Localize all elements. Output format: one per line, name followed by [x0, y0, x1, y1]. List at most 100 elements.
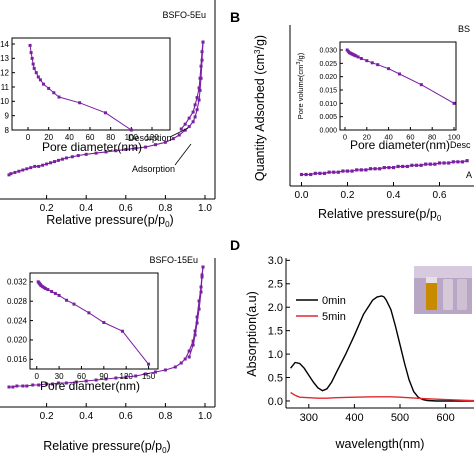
panel-a-adsorption-point-19 — [94, 151, 98, 155]
panel-b-isotherm-point-24 — [410, 163, 414, 167]
panel-b-isotherm-point-33 — [451, 160, 455, 164]
panel-a-desorption-point-7 — [191, 110, 195, 114]
panel-c-adsorption-point-18 — [144, 372, 148, 376]
panel-c-desorption-point-6 — [191, 343, 195, 347]
panel-c-desorption-point-3 — [197, 307, 201, 311]
panel-a-adsorption-point-32 — [193, 115, 197, 119]
panel-b-isotherm-point-0 — [299, 172, 304, 177]
panel-a-adsorption-point-17 — [76, 154, 80, 158]
panel-c-xtick-label-4: 1.0 — [198, 411, 212, 422]
panel-a-inset-series-point-8 — [42, 82, 45, 86]
panel-b-isotherm-point-11 — [350, 169, 354, 173]
panel-b-inset-series-point-16 — [419, 83, 423, 87]
panel-b-isotherm-point-7 — [332, 170, 336, 174]
panel-a-inset-series-point-7 — [38, 78, 42, 82]
panel-d-y-label: Absorption(a.u) — [245, 291, 259, 376]
panel-c-adsorption-point-23 — [183, 357, 187, 361]
panel-c-adsorption-point-25 — [191, 339, 195, 343]
panel-a-adsorption-point-8 — [37, 164, 41, 168]
panel-a-adsorption-point-5 — [25, 167, 29, 171]
panel-d-xtick-label-3: 600 — [436, 412, 454, 424]
vial-orange-cap — [426, 277, 437, 283]
panel-b-isotherm-point-3 — [313, 171, 317, 175]
panel-b-isotherm-point-4 — [318, 171, 322, 175]
panel-a-inset-xtick-label-2: 40 — [65, 133, 74, 142]
panel-c-inset-series-point-17 — [147, 362, 151, 366]
panel-c-adsorption-point-22 — [179, 361, 183, 365]
panel-c-inset-ytick-label-3: 0.028 — [7, 297, 28, 306]
panel-b-isotherm-point-17 — [378, 167, 382, 171]
panel-a-adsorption-point-6 — [29, 166, 33, 170]
panel-c-xtick-label-0: 0.2 — [40, 411, 54, 422]
panel-b-inset-xtick-label-2: 40 — [384, 133, 392, 142]
panel-c-adsorption-point-9 — [56, 381, 60, 385]
panel-a-adsorption-point-11 — [49, 161, 53, 165]
panel-a-inset-ytick-label-4: 12 — [0, 68, 9, 77]
vial-clear-2 — [457, 279, 467, 310]
panel-a-desorption-point-4 — [197, 86, 201, 90]
panel-a-inset-xtick-label-0: 0 — [26, 133, 31, 142]
panel-c-inset-series-point-16 — [120, 329, 124, 333]
panel-a-sample-label: BSFO-5Eu — [162, 10, 206, 20]
panel-a-inset-series-point-6 — [36, 75, 40, 79]
panel-b-inset-series-point-10 — [359, 57, 363, 61]
panel-a-desorption-point-6 — [193, 103, 197, 107]
panel-c-adsorption-point-1 — [11, 385, 15, 389]
panel-a-xtick-label-0: 0.2 — [40, 203, 54, 214]
panel-c-adsorption-point-5 — [31, 383, 35, 387]
panel-a-desorption-pointer — [169, 127, 189, 138]
panel-b-inset-xtick-label-3: 60 — [406, 133, 414, 142]
panel-a-adsorption-label: Adsorption — [132, 164, 175, 174]
panel-d-series-0min-line — [290, 295, 474, 402]
panel-a-inset-series-point-4 — [32, 66, 36, 70]
panel-b-isotherm-point-13 — [359, 168, 363, 172]
panel-c-xtick-label-2: 0.6 — [119, 411, 133, 422]
panel-b-isotherm-point-16 — [373, 167, 377, 171]
panel-c-adsorption-point-15 — [114, 376, 118, 380]
panel-b-isotherm-point-6 — [327, 170, 331, 174]
panel-b-xtick-label-3: 0.6 — [433, 190, 447, 201]
panel-c-inset-xtick-label-3: 90 — [99, 372, 108, 381]
panel-a-adsorption-point-7 — [33, 164, 37, 168]
panel-c-adsorption-point-27 — [195, 315, 199, 319]
panel-d-ytick-label-0: 0.0 — [268, 396, 283, 408]
panel-a-inset-series-point-5 — [34, 71, 38, 75]
panel-a-inset-series-point-9 — [47, 86, 51, 90]
panel-a-inset-series-point-2 — [30, 56, 34, 60]
panel-a-inset-series-line — [29, 45, 132, 131]
panel-d-ytick-label-4: 2.0 — [268, 302, 283, 314]
panel-b-inset-series-point-15 — [398, 72, 401, 76]
panel-a-inset-series-point-11 — [57, 95, 61, 99]
panel-b-letter: B — [230, 9, 240, 25]
panel-c-x-label: Relative pressure(p/p0) — [43, 439, 170, 455]
panel-b-xtick-label-2: 0.4 — [387, 190, 401, 201]
panel-a-inset-series-point-13 — [104, 111, 107, 115]
panel-a-inset-xtick-label-1: 20 — [44, 133, 53, 142]
panel-b-isotherm-point-35 — [460, 160, 465, 164]
panel-a-adsorption-point-4 — [21, 168, 25, 172]
panel-c-xtick-label-3: 0.8 — [158, 411, 172, 422]
panel-a-adsorption-point-22 — [124, 148, 128, 152]
panel-b-inset-ytick-label-0: 0.000 — [319, 127, 337, 134]
panel-b-inset-series-line — [346, 49, 455, 104]
panel-d-ytick-label-3: 1.5 — [268, 326, 283, 338]
panel-c-adsorption-point-3 — [21, 384, 25, 388]
panel-a-adsorption-point-0 — [7, 173, 11, 177]
panel-b-isotherm-point-19 — [387, 166, 391, 170]
panel-a-inset-series-point-0 — [28, 43, 32, 47]
panel-b-isotherm-point-25 — [414, 163, 419, 167]
panel-b-inset-series-point-13 — [376, 63, 380, 67]
panel-b-inset-frame — [339, 41, 457, 131]
panel-a-desorption-label: Desorption — [128, 133, 172, 143]
vial-photo-highlight — [414, 266, 472, 278]
panel-d-ytick-label-6: 3.0 — [268, 255, 283, 267]
panel-b-inset-xtick-label-5: 100 — [448, 133, 461, 142]
panel-a-inset-ytick-label-6: 14 — [0, 40, 9, 49]
panel-d: D 0.00.51.01.52.02.53.0 30040050060070 A… — [230, 237, 474, 451]
vial-clear-1 — [443, 279, 453, 310]
panel-c-adsorption-point-20 — [163, 368, 167, 372]
legend-5min-label: 5min — [322, 311, 346, 323]
panel-a-desorption-point-9 — [183, 122, 187, 126]
panel-b-isotherm-point-32 — [447, 161, 451, 165]
panel-c-adsorption-point-0 — [7, 385, 11, 389]
